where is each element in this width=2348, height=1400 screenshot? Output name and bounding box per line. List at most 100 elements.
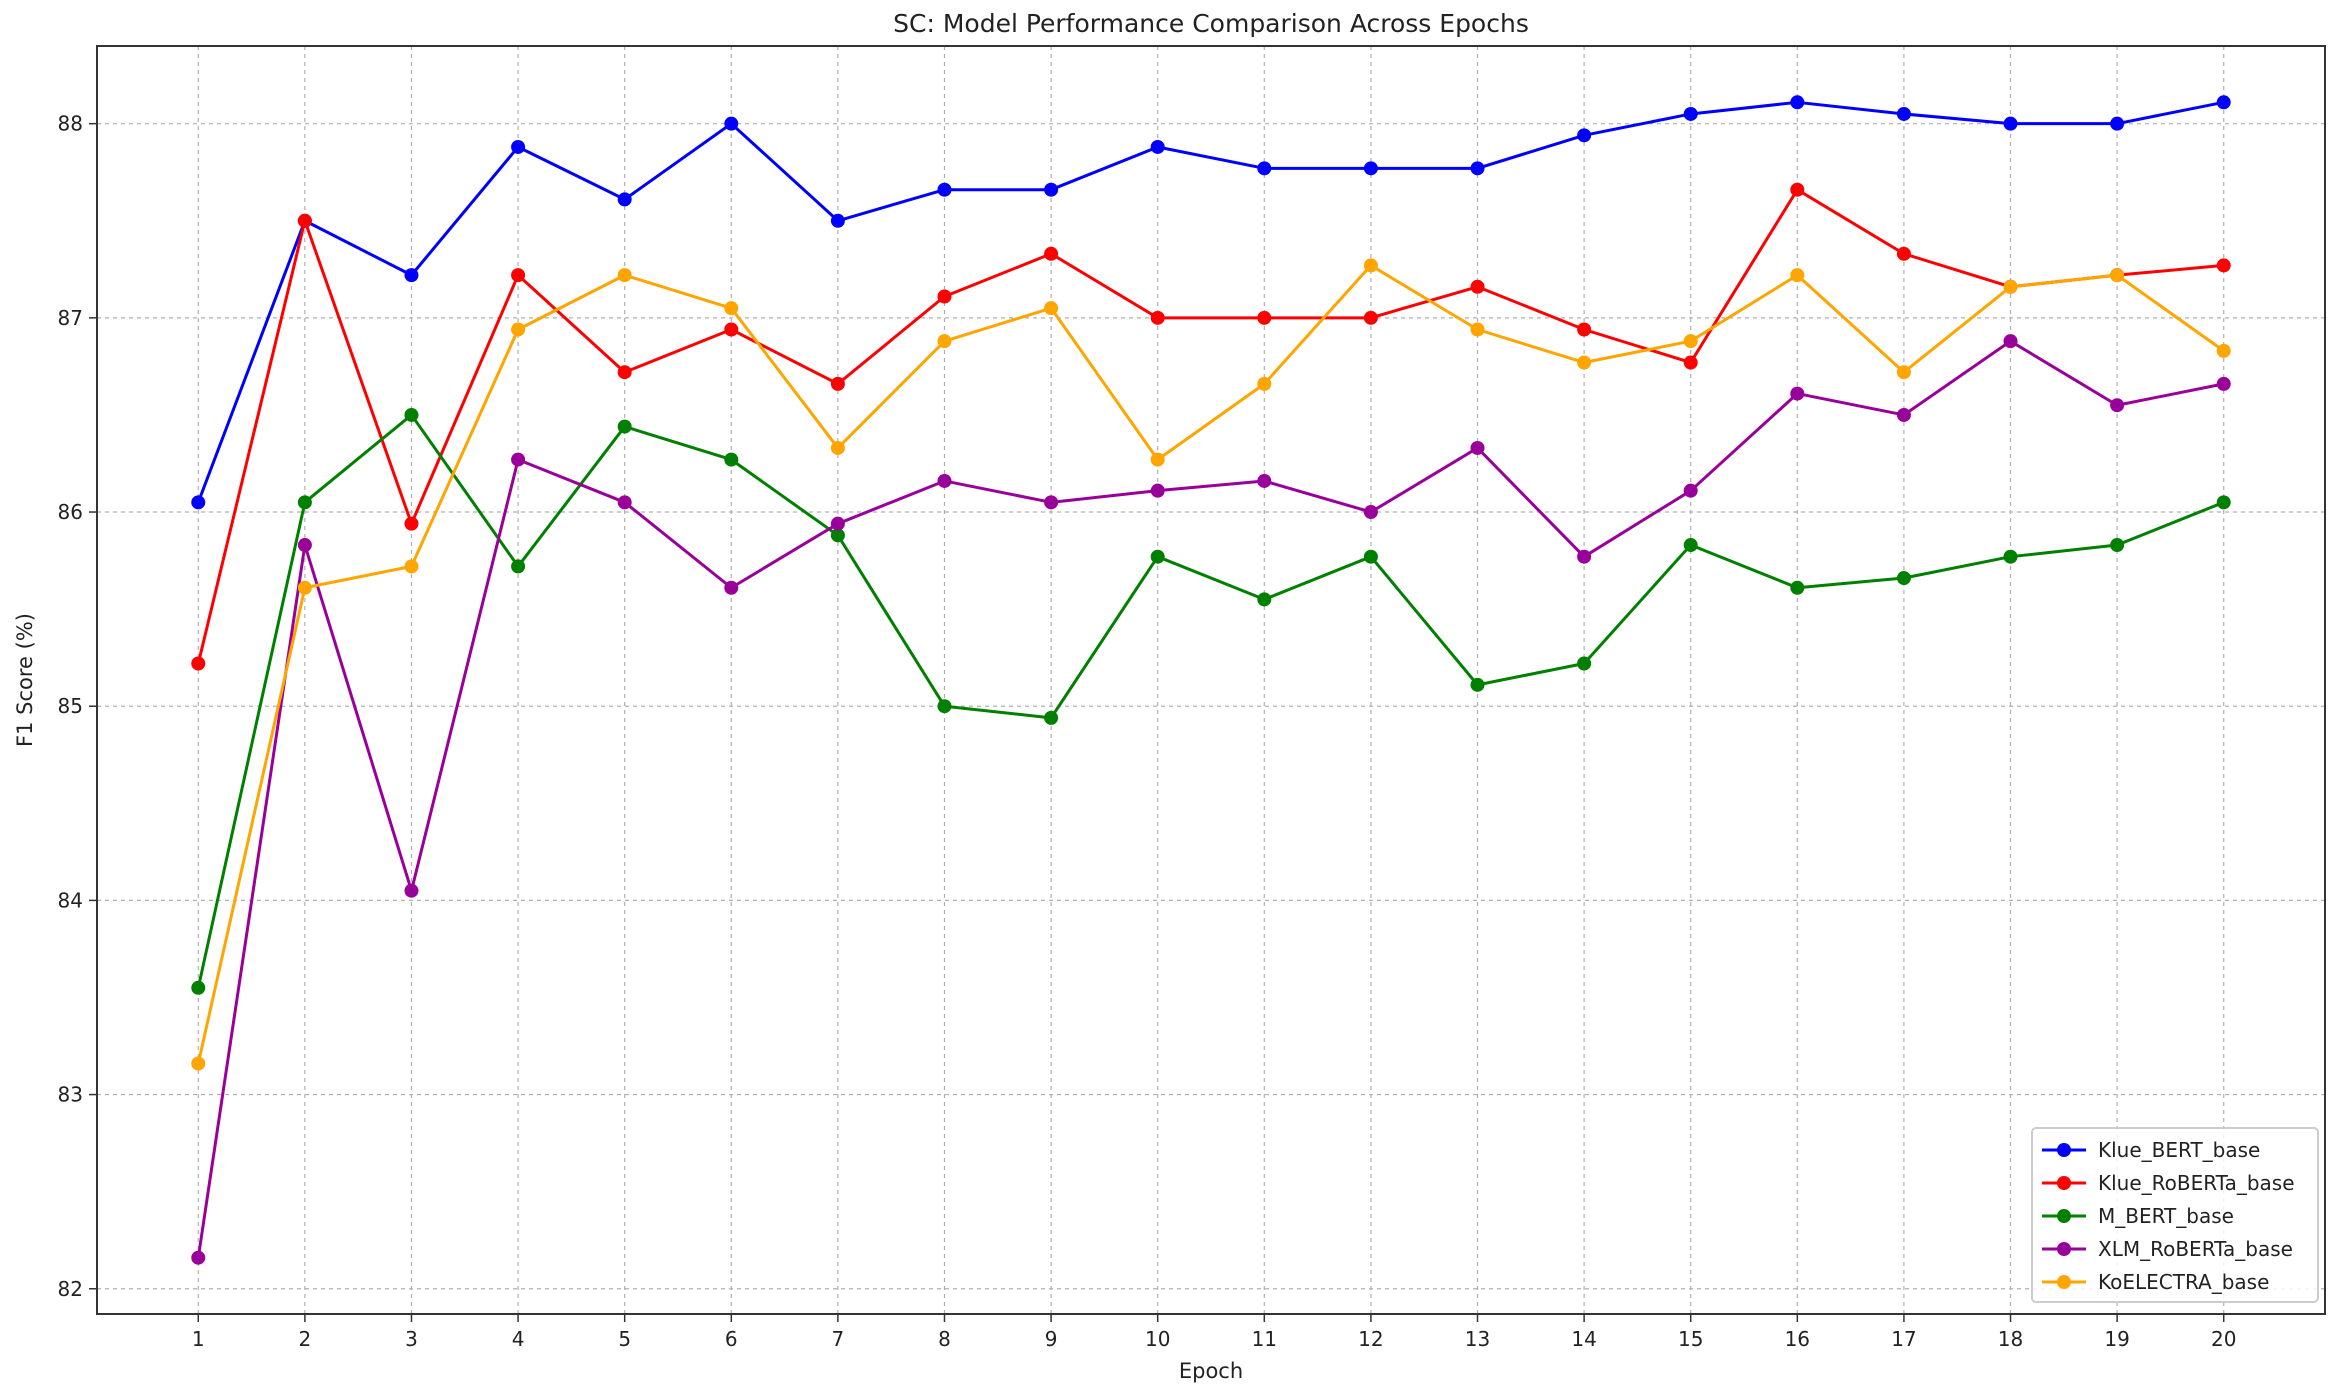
data-point [1363,258,1378,273]
y-tick-label: 86 [58,500,83,524]
grid [97,46,2325,1314]
data-point [1896,106,1911,121]
x-tick-label: 5 [618,1327,631,1351]
x-tick-label: 10 [1145,1327,1170,1351]
data-point [404,407,419,422]
series-group [191,95,2231,1265]
x-tick-label: 11 [1252,1327,1277,1351]
data-point [1044,182,1059,197]
series-Klue_RoBERTa_base [191,182,2231,671]
x-tick-label: 7 [832,1327,845,1351]
y-axis: 82 83 84 85 86 87 88 [58,112,97,1301]
data-point [1896,407,1911,422]
data-point [1683,483,1698,498]
data-point [297,538,312,553]
legend-item: Klue_RoBERTa_base [2042,1171,2295,1195]
data-point [1470,161,1485,176]
data-point [1470,279,1485,294]
x-axis: 1 2 3 4 5 6 7 8 9 10 11 12 13 14 15 16 17 18 19 20 [192,1314,2236,1351]
legend-label: XLM_RoBERTa_base [2098,1237,2293,1261]
data-point [617,192,632,207]
legend-swatch-marker [2057,1176,2071,1190]
data-point [191,1250,206,1265]
x-tick-label: 17 [1891,1327,1916,1351]
x-tick-label: 8 [938,1327,951,1351]
data-point [937,334,952,349]
x-tick-label: 13 [1465,1327,1490,1351]
x-tick-label: 15 [1678,1327,1703,1351]
data-point [1577,549,1592,564]
x-tick-label: 20 [2211,1327,2236,1351]
data-point [2216,343,2231,358]
data-point [2003,334,2018,349]
data-point [1044,710,1059,725]
data-point [617,365,632,380]
data-point [830,528,845,543]
x-tick-label: 18 [1998,1327,2023,1351]
data-point [1363,161,1378,176]
data-point [1150,310,1165,325]
data-point [1150,139,1165,154]
data-point [1257,376,1272,391]
y-tick-label: 87 [58,306,83,330]
plot-area-frame [96,45,2326,1315]
data-point [297,213,312,228]
y-tick-label: 84 [58,888,83,912]
data-point [1577,355,1592,370]
data-point [724,580,739,595]
x-tick-label: 19 [2104,1327,2129,1351]
data-point [1044,301,1059,316]
legend-swatch-marker [2057,1209,2071,1223]
data-point [2216,495,2231,510]
data-point [1896,571,1911,586]
legend-swatch-marker [2057,1143,2071,1157]
legend-item: KoELECTRA_base [2042,1270,2269,1294]
data-point [1257,473,1272,488]
data-point [617,419,632,434]
legend-item: XLM_RoBERTa_base [2042,1237,2293,1261]
x-tick-label: 12 [1358,1327,1383,1351]
y-axis-label: F1 Score (%) [13,613,37,747]
y-tick-label: 83 [58,1083,83,1107]
data-point [297,580,312,595]
data-point [2216,376,2231,391]
data-point [2110,538,2125,553]
data-point [724,301,739,316]
data-point [1577,322,1592,337]
x-tick-label: 16 [1785,1327,1810,1351]
x-tick-label: 3 [405,1327,418,1351]
data-point [404,516,419,531]
data-point [724,322,739,337]
series-line [196,100,2225,503]
data-point [1896,365,1911,380]
data-point [1470,322,1485,337]
data-point [617,268,632,283]
series-Klue_BERT_base [191,95,2231,510]
x-tick-label: 2 [299,1327,312,1351]
data-point [724,452,739,467]
series-line [196,263,2225,1064]
series-line [196,188,2224,664]
data-point [297,495,312,510]
legend-swatch-marker [2057,1242,2071,1256]
data-point [2216,258,2231,273]
data-point [2003,549,2018,564]
data-point [1683,355,1698,370]
data-point [191,656,206,671]
data-point [937,182,952,197]
data-point [1150,549,1165,564]
legend-item: Klue_BERT_base [2042,1138,2260,1162]
legend-label: Klue_RoBERTa_base [2098,1171,2295,1195]
legend-swatch-marker [2057,1275,2071,1289]
data-point [511,268,526,283]
data-point [2110,268,2125,283]
data-point [1790,268,1805,283]
legend-item: M_BERT_base [2042,1204,2234,1228]
data-point [937,699,952,714]
data-point [1683,334,1698,349]
data-point [1044,246,1059,261]
data-point [1470,440,1485,455]
series-line [196,413,2225,989]
data-point [2003,279,2018,294]
data-point [191,980,206,995]
